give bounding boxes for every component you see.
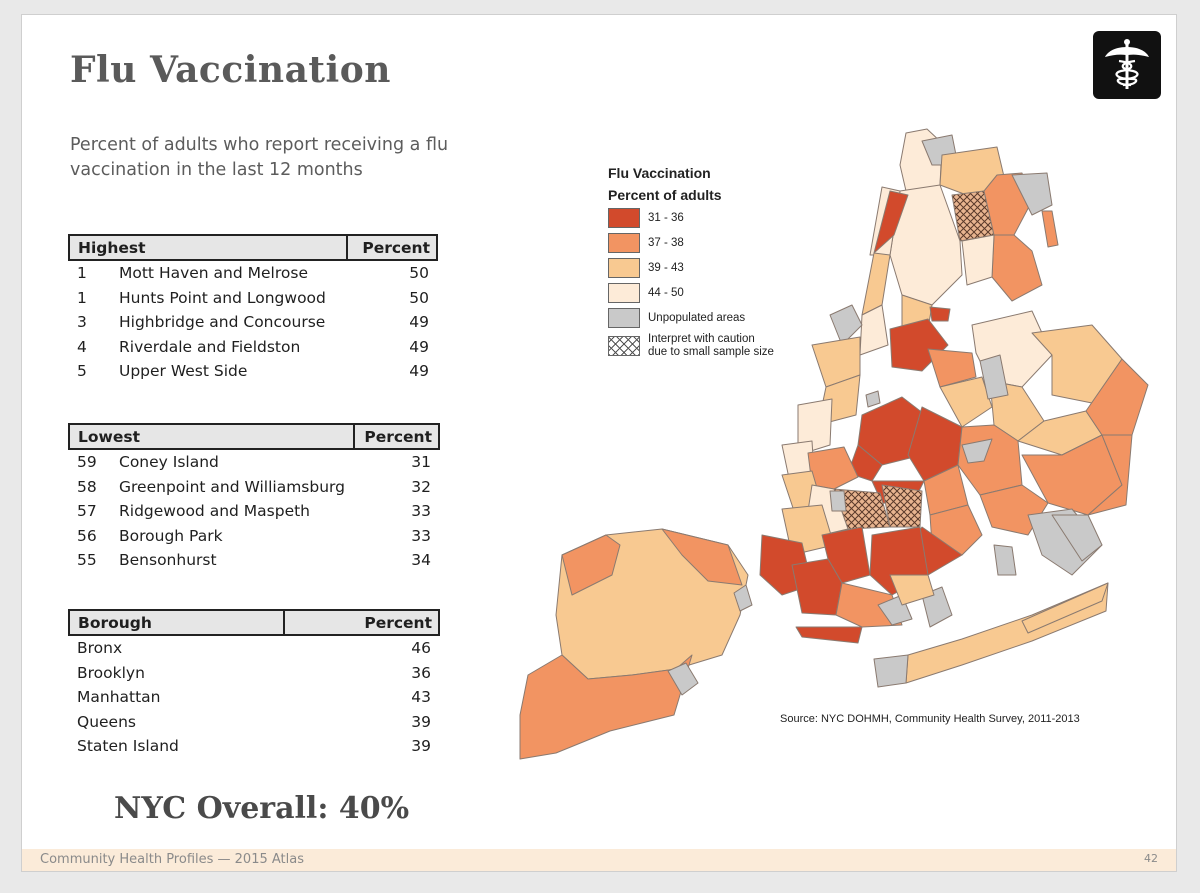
caduceus-icon — [1093, 31, 1161, 99]
map-region-brooklyn-marine — [889, 574, 935, 606]
map-region-bronx-soundview — [961, 234, 995, 286]
legend-title: Flu Vaccination — [608, 165, 711, 181]
table-row: 5 Upper West Side 49 — [77, 362, 429, 381]
map-region-bronx-island — [1041, 210, 1059, 248]
highest-header: Highest — [67, 234, 349, 261]
nyc-map — [519, 128, 1149, 760]
legend-item: 31 - 36 — [608, 208, 774, 228]
map-region-queens-rockaway-east — [1021, 582, 1109, 634]
map-region-staten-east-unpop — [667, 662, 699, 696]
page-number: 42 — [1144, 852, 1158, 865]
table-row: 58 Greenpoint and Williamsburg 32 — [77, 477, 431, 496]
map-region-staten-ne — [661, 528, 743, 586]
map-region-bronx-center — [889, 184, 963, 306]
table-row: 4 Riverdale and Fieldston 49 — [77, 337, 429, 356]
map-region-manhattan-inwood — [873, 190, 909, 254]
highest-table: Highest Percent 1 Mott Haven and Melrose… — [67, 234, 438, 384]
legend-subtitle: Percent of adults — [608, 187, 722, 203]
map-region-brooklyn-unpop — [829, 490, 847, 512]
legend-item: 39 - 43 — [608, 258, 774, 278]
lowest-header: Lowest — [67, 423, 356, 450]
map-region-queens-broad-channel — [993, 544, 1017, 576]
table-row: Queens 39 — [77, 712, 431, 731]
map-region-roosevelt — [865, 390, 881, 408]
map-region-manhattan-unpop — [829, 304, 863, 346]
legend-swatch — [608, 208, 640, 228]
map-region-bronx-unpop-2 — [1011, 172, 1053, 216]
table-row: 57 Ridgewood and Maspeth 33 — [77, 502, 431, 521]
map-region-staten-south — [519, 654, 693, 760]
map-source: Source: NYC DOHMH, Community Health Surv… — [780, 713, 1080, 725]
map-region-manhattan-washington-heights — [861, 252, 891, 316]
map-region-brooklyn-coney — [795, 626, 863, 644]
map-region-manhattan-harlem — [859, 304, 889, 356]
footer-title: Community Health Profiles — 2015 Atlas — [40, 852, 304, 867]
lowest-pct-header: Percent — [353, 423, 440, 450]
borough-header: Borough — [68, 609, 285, 636]
map-region-queens-jackson — [927, 348, 977, 388]
table-row: Staten Island 39 — [77, 737, 431, 756]
page-title: Flu Vaccination — [70, 49, 391, 91]
legend-swatch — [608, 258, 640, 278]
legend-item-caution: Interpret with caution due to small samp… — [608, 333, 774, 359]
map-region-queens-queens-village — [1085, 358, 1149, 436]
map-legend: Flu Vaccination Percent of adults 31 - 3… — [608, 165, 774, 359]
table-row: 3 Highbridge and Concourse 49 — [77, 313, 429, 332]
table-row: 1 Mott Haven and Melrose 50 — [77, 264, 429, 283]
table-row: Manhattan 43 — [77, 688, 431, 707]
slide: Flu Vaccination Percent of adults who re… — [21, 14, 1177, 872]
legend-swatch — [608, 283, 640, 303]
map-region-queens-jfk-unpop — [1051, 514, 1103, 562]
table-row: 55 Bensonhurst 34 — [77, 551, 431, 570]
legend-swatch — [608, 233, 640, 253]
borough-pct-header: Percent — [282, 609, 441, 636]
page-subtitle: Percent of adults who report receiving a… — [70, 135, 449, 180]
legend-item: Unpopulated areas — [608, 308, 774, 328]
map-region-bronx-throgs — [991, 234, 1043, 302]
map-region-staten-ne-unpop — [733, 584, 753, 612]
map-region-queens-breezy — [873, 654, 909, 688]
map-region-queens-rikers — [929, 306, 951, 322]
borough-table: Borough Percent Bronx 46 Brooklyn 36 Man… — [68, 609, 441, 759]
map-region-queens-bellerose — [1087, 434, 1133, 516]
table-row: Brooklyn 36 — [77, 663, 431, 682]
footer: Community Health Profiles — 2015 Atlas 4… — [22, 849, 1176, 871]
map-region-queens-jamaica-bay — [921, 586, 953, 628]
map-region-queens-unpop — [979, 354, 1009, 400]
table-row: 59 Coney Island 31 — [77, 453, 431, 472]
nyc-overall: NYC Overall: 40% — [114, 791, 410, 826]
legend-item: 44 - 50 — [608, 283, 774, 303]
hatch-swatch-icon — [608, 336, 640, 356]
highest-pct-header: Percent — [346, 234, 438, 261]
legend-item: 37 - 38 — [608, 233, 774, 253]
legend-swatch — [608, 308, 640, 328]
lowest-table: Lowest Percent 59 Coney Island 31 58 Gre… — [67, 423, 440, 573]
map-region-queens-unpop-2 — [961, 438, 993, 464]
map-region-staten-nw — [561, 534, 621, 596]
table-row: Bronx 46 — [77, 639, 431, 658]
map-region-manhattan-midtown — [797, 398, 833, 456]
table-row: 1 Hunts Point and Longwood 50 — [77, 288, 429, 307]
table-row: 56 Borough Park 33 — [77, 526, 431, 545]
